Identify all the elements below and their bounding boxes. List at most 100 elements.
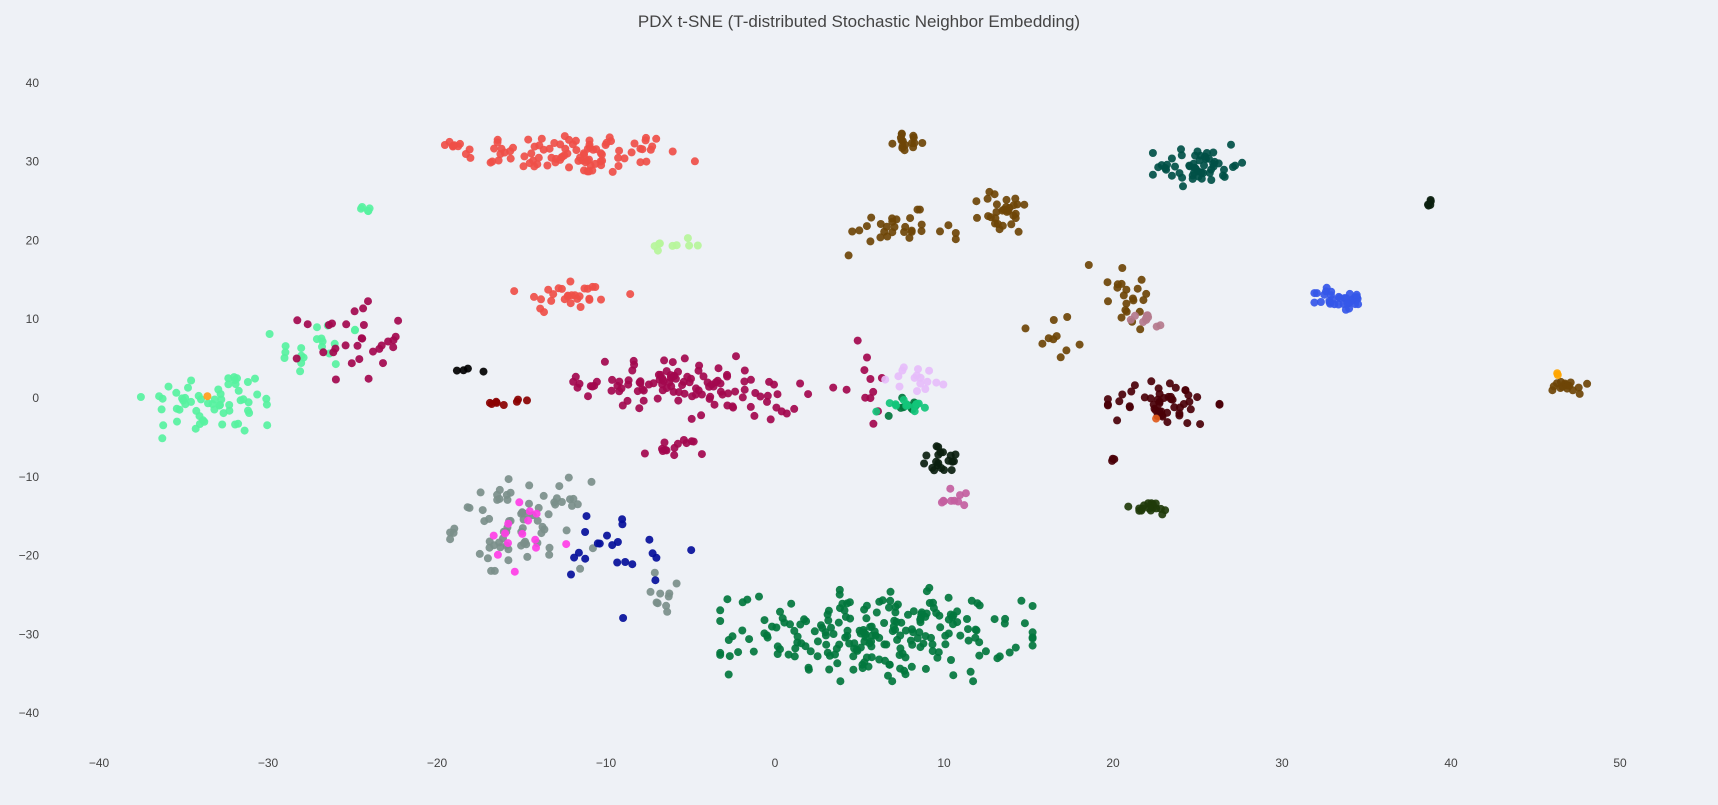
data-point[interactable] bbox=[666, 371, 675, 380]
data-point[interactable] bbox=[562, 526, 571, 535]
data-point[interactable] bbox=[939, 496, 948, 505]
data-point[interactable] bbox=[1238, 158, 1247, 167]
data-point[interactable] bbox=[639, 386, 648, 395]
data-point[interactable] bbox=[560, 132, 569, 141]
data-point[interactable] bbox=[969, 677, 978, 686]
data-point[interactable] bbox=[293, 316, 302, 325]
data-point[interactable] bbox=[936, 227, 944, 236]
data-point[interactable] bbox=[990, 615, 999, 624]
data-point[interactable] bbox=[524, 135, 533, 144]
data-point[interactable] bbox=[724, 670, 733, 679]
data-point[interactable] bbox=[1181, 386, 1190, 395]
data-point[interactable] bbox=[537, 134, 546, 143]
data-point[interactable] bbox=[510, 287, 519, 296]
data-point[interactable] bbox=[1330, 300, 1339, 309]
data-point[interactable] bbox=[566, 277, 575, 286]
data-point[interactable] bbox=[615, 146, 624, 155]
data-point[interactable] bbox=[886, 596, 895, 605]
data-point[interactable] bbox=[867, 642, 876, 651]
data-point[interactable] bbox=[939, 380, 948, 389]
data-point[interactable] bbox=[573, 500, 582, 509]
data-point[interactable] bbox=[607, 386, 616, 395]
data-point[interactable] bbox=[853, 336, 862, 345]
data-point[interactable] bbox=[740, 366, 749, 375]
data-point[interactable] bbox=[1103, 395, 1112, 404]
data-point[interactable] bbox=[600, 357, 609, 366]
data-point[interactable] bbox=[585, 295, 594, 304]
data-point[interactable] bbox=[964, 636, 973, 645]
data-point[interactable] bbox=[928, 640, 937, 649]
data-point[interactable] bbox=[1154, 384, 1163, 393]
data-point[interactable] bbox=[1345, 289, 1354, 298]
data-point[interactable] bbox=[475, 549, 484, 558]
data-point[interactable] bbox=[597, 150, 606, 159]
data-point[interactable] bbox=[324, 321, 333, 329]
data-point[interactable] bbox=[597, 161, 606, 170]
data-point[interactable] bbox=[265, 330, 274, 338]
data-point[interactable] bbox=[932, 442, 941, 451]
data-point[interactable] bbox=[583, 167, 592, 176]
data-point[interactable] bbox=[1128, 294, 1137, 303]
data-point[interactable] bbox=[674, 396, 683, 405]
data-point[interactable] bbox=[1139, 296, 1148, 305]
data-point[interactable] bbox=[881, 375, 890, 384]
data-point[interactable] bbox=[679, 436, 688, 444]
data-point[interactable] bbox=[1118, 264, 1127, 272]
data-point[interactable] bbox=[1017, 596, 1026, 605]
data-point[interactable] bbox=[1056, 353, 1065, 362]
data-point[interactable] bbox=[493, 550, 502, 559]
data-point[interactable] bbox=[1028, 628, 1037, 637]
data-point[interactable] bbox=[646, 587, 655, 596]
data-point[interactable] bbox=[928, 647, 937, 656]
data-point[interactable] bbox=[1185, 397, 1194, 406]
data-point[interactable] bbox=[1156, 321, 1165, 330]
data-point[interactable] bbox=[804, 663, 813, 672]
data-point[interactable] bbox=[1553, 371, 1562, 379]
data-point[interactable] bbox=[907, 662, 916, 671]
data-point[interactable] bbox=[494, 156, 503, 165]
data-point[interactable] bbox=[658, 386, 667, 395]
data-point[interactable] bbox=[1135, 506, 1144, 515]
data-point[interactable] bbox=[898, 366, 907, 375]
data-point[interactable] bbox=[350, 307, 359, 316]
data-point[interactable] bbox=[628, 560, 637, 569]
data-point[interactable] bbox=[1021, 324, 1030, 333]
data-point[interactable] bbox=[823, 610, 832, 619]
data-point[interactable] bbox=[364, 374, 373, 383]
data-point[interactable] bbox=[1335, 294, 1344, 302]
data-point[interactable] bbox=[932, 378, 941, 387]
data-point[interactable] bbox=[925, 583, 934, 592]
data-point[interactable] bbox=[523, 396, 531, 405]
data-point[interactable] bbox=[243, 378, 252, 386]
data-point[interactable] bbox=[655, 239, 664, 248]
data-point[interactable] bbox=[992, 200, 1001, 209]
data-point[interactable] bbox=[1352, 290, 1361, 299]
data-point[interactable] bbox=[488, 157, 497, 166]
data-point[interactable] bbox=[916, 373, 925, 382]
data-point[interactable] bbox=[961, 489, 970, 498]
data-point[interactable] bbox=[1322, 283, 1331, 292]
data-point[interactable] bbox=[510, 567, 519, 576]
data-point[interactable] bbox=[916, 643, 925, 652]
data-point[interactable] bbox=[1171, 162, 1179, 171]
data-point[interactable] bbox=[1075, 340, 1084, 349]
data-point[interactable] bbox=[1148, 149, 1157, 157]
data-point[interactable] bbox=[913, 387, 921, 396]
data-point[interactable] bbox=[1122, 285, 1131, 294]
data-point[interactable] bbox=[663, 607, 672, 616]
data-point[interactable] bbox=[680, 354, 689, 363]
data-point[interactable] bbox=[564, 473, 573, 482]
data-point[interactable] bbox=[710, 400, 719, 409]
data-point[interactable] bbox=[1028, 641, 1037, 650]
data-point[interactable] bbox=[866, 375, 875, 383]
data-point[interactable] bbox=[350, 326, 359, 335]
data-point[interactable] bbox=[1146, 394, 1155, 403]
data-point[interactable] bbox=[1157, 161, 1166, 170]
data-point[interactable] bbox=[1177, 151, 1186, 160]
data-point[interactable] bbox=[940, 466, 948, 474]
data-point[interactable] bbox=[630, 139, 639, 148]
data-point[interactable] bbox=[810, 627, 819, 636]
data-point[interactable] bbox=[581, 554, 590, 563]
data-point[interactable] bbox=[901, 222, 910, 231]
data-point[interactable] bbox=[776, 607, 784, 616]
